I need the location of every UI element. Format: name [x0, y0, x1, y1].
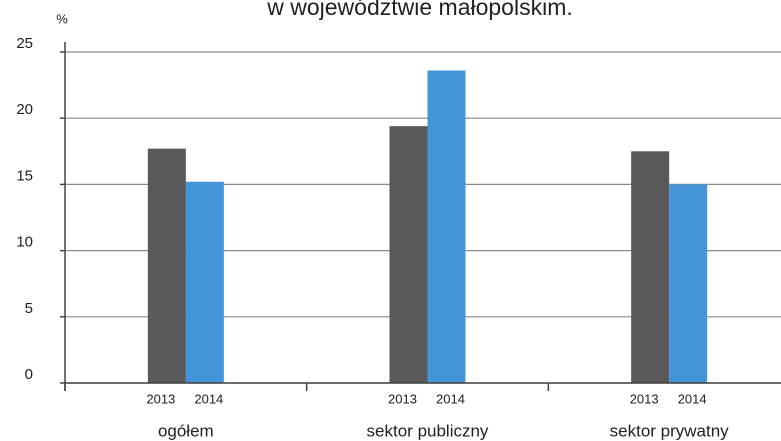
x-tick-label: sektor publiczny: [367, 421, 489, 440]
y-tick-label: 25: [16, 35, 33, 52]
series-label: 2014: [436, 391, 465, 406]
bar: [185, 181, 224, 383]
chart-title: w województwie małopolskim.: [266, 0, 573, 20]
bar: [147, 148, 186, 383]
bar: [631, 151, 670, 383]
y-tick-label: 20: [16, 101, 33, 118]
bar: [427, 70, 466, 383]
y-tick-label: 0: [25, 366, 33, 383]
y-tick-label: 15: [16, 167, 33, 184]
bar: [669, 184, 708, 383]
series-label: 2013: [388, 391, 417, 406]
y-tick-label: 10: [16, 234, 33, 251]
series-label: 2013: [146, 391, 175, 406]
series-label: 2014: [678, 391, 707, 406]
series-label: 2014: [194, 391, 223, 406]
series-label: 2013: [630, 391, 659, 406]
y-tick-label: 5: [25, 300, 33, 317]
x-tick-label: sektor prywatny: [610, 421, 730, 440]
y-axis-label: %: [56, 11, 68, 26]
x-tick-label: ogółem: [158, 421, 214, 440]
bar: [389, 126, 428, 384]
